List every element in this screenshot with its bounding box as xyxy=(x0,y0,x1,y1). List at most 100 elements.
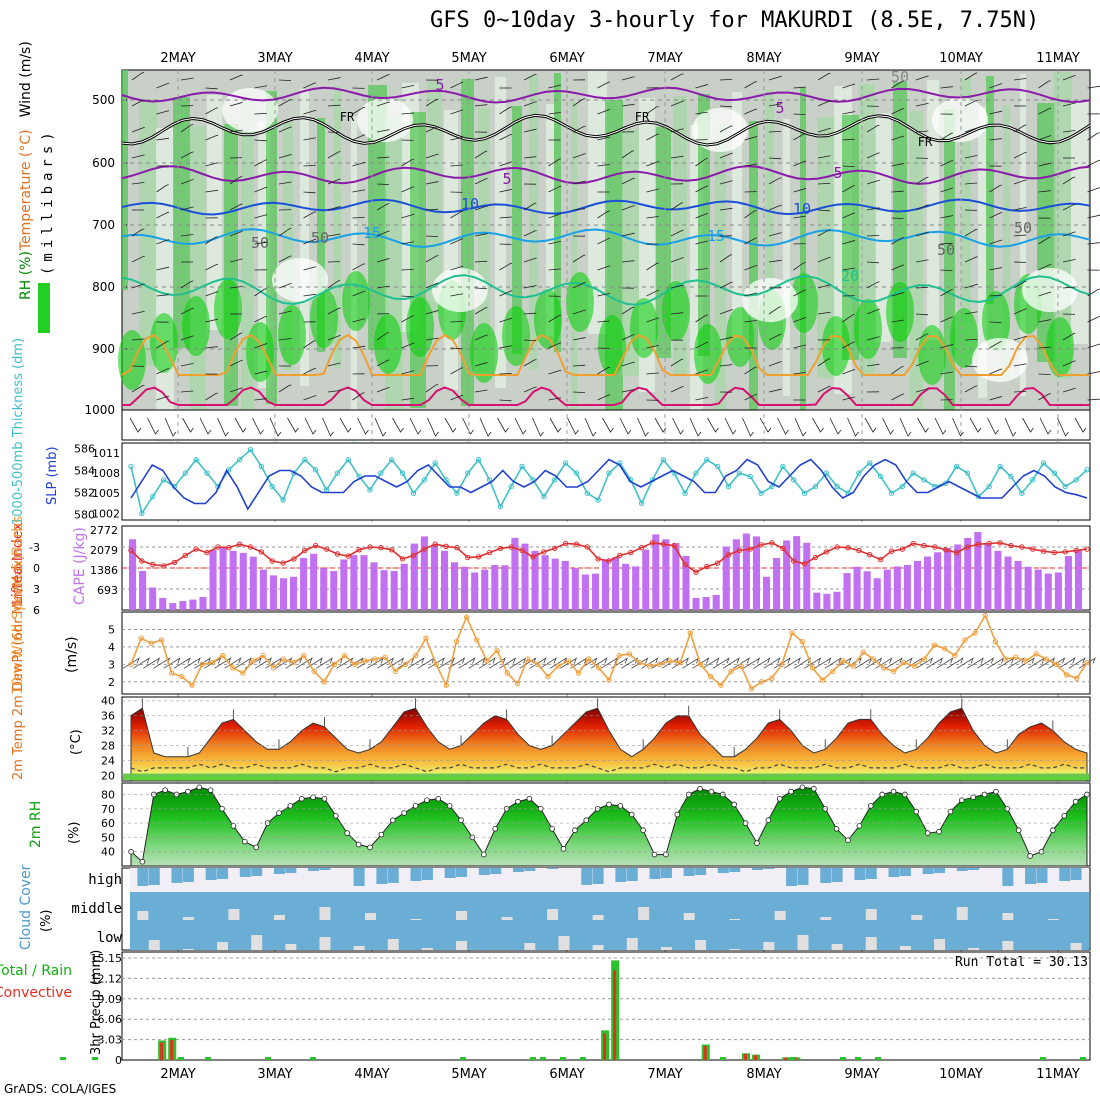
wind-barb xyxy=(695,397,709,401)
rh-band xyxy=(546,104,554,336)
contour-label: 10 xyxy=(461,195,479,213)
wind-barb xyxy=(891,80,904,89)
precip-legend-convective: Convective xyxy=(0,985,72,1001)
li-line-point xyxy=(986,540,992,547)
wind-speed-line-point xyxy=(504,670,510,676)
wind-barb xyxy=(474,205,488,211)
li-ylabel-text: Lifted Index xyxy=(10,523,26,605)
wind-barb xyxy=(401,112,414,115)
wind-barb xyxy=(842,369,856,375)
cape-bar xyxy=(400,563,408,610)
wind-barb xyxy=(205,291,219,297)
wind-barb xyxy=(1013,391,1027,393)
wind-tick: 2 xyxy=(108,676,115,689)
wind-barb xyxy=(450,164,463,167)
cloud-high-band xyxy=(130,868,1089,892)
rh-point xyxy=(424,797,430,803)
li-line-point xyxy=(856,547,862,554)
wind-barb xyxy=(474,260,488,263)
wind-speed-line-point xyxy=(545,673,551,680)
wind-barb xyxy=(842,212,856,219)
wind-barb-10m xyxy=(732,657,751,669)
wind-speed-line xyxy=(130,613,1088,691)
wind-barb xyxy=(817,155,831,159)
wind-barb-10m xyxy=(722,657,740,669)
slp-line-point xyxy=(573,470,580,476)
cape-bar xyxy=(370,562,378,610)
wind-barb xyxy=(376,156,390,159)
slp-line-point xyxy=(1019,490,1025,496)
wind-speed-line-point xyxy=(769,675,775,681)
slp-line-point xyxy=(790,477,797,483)
wind-barb xyxy=(352,263,366,271)
cloud-low-gap xyxy=(353,946,365,950)
cloud-low-gap xyxy=(592,945,604,950)
temp-tick: 20 xyxy=(101,769,115,782)
wind-barb xyxy=(180,280,194,289)
rh-point xyxy=(799,784,806,791)
wind-barb xyxy=(817,127,831,133)
wind-barb xyxy=(719,125,733,133)
cape-tick: 2079 xyxy=(90,544,118,557)
rh-tick: 50 xyxy=(101,831,115,844)
slp-line-point xyxy=(497,503,504,510)
slp-line-point xyxy=(247,446,254,453)
cloud-low-gap xyxy=(831,944,843,950)
run-total: Run Total = 30.13 xyxy=(955,955,1088,970)
wind-speed-line-point xyxy=(555,663,561,669)
precip-trace xyxy=(530,1057,536,1060)
cape-bar xyxy=(954,544,962,610)
slp-line-point xyxy=(443,477,449,483)
wind-speed-line-point xyxy=(423,635,429,641)
wind-barb xyxy=(915,388,929,393)
rh-point xyxy=(640,827,646,834)
wind-barb-10m xyxy=(631,657,649,669)
cloud-low-gap xyxy=(626,938,638,950)
rh-point xyxy=(856,823,863,829)
li-line-point xyxy=(943,547,949,553)
wind-barb xyxy=(131,182,145,185)
slp-line-point xyxy=(606,470,612,476)
slp-tick: 1011 xyxy=(92,447,120,460)
wind-barb-10m xyxy=(743,657,761,669)
rh-point xyxy=(651,851,658,858)
cape-bar xyxy=(149,587,157,610)
wind-barb xyxy=(523,230,537,237)
cloud-high-bar xyxy=(649,868,661,879)
rh-band xyxy=(698,94,710,356)
wind-barb xyxy=(719,207,733,211)
wind-barb xyxy=(327,151,341,159)
li-line-point xyxy=(932,544,938,550)
wind-speed-line-point xyxy=(677,659,683,666)
wind-speed-line-point xyxy=(443,682,449,688)
surface-barb xyxy=(427,417,439,437)
wind-barb xyxy=(278,255,292,263)
rh-band xyxy=(944,109,955,416)
upper-air-ylabel: RH (%)Temperature (°C) Wind (m/s) (milliba… xyxy=(18,41,56,300)
cloud-mid-gap xyxy=(956,907,968,920)
wind-barb xyxy=(670,202,684,211)
wind-barb xyxy=(964,228,978,237)
wind-speed-line-point xyxy=(453,638,460,645)
cloud-mid-gap xyxy=(273,915,285,920)
wind-barb xyxy=(450,394,464,401)
wind-barb xyxy=(572,180,586,185)
wind-barb xyxy=(572,125,586,133)
wind-barb xyxy=(180,151,194,159)
cloud-high-bar xyxy=(831,868,843,882)
wind-barb xyxy=(156,395,170,401)
wind-barb xyxy=(597,366,611,375)
rh-point xyxy=(253,844,259,851)
li-line-point xyxy=(541,549,547,555)
precip-convective-bar xyxy=(703,1046,707,1060)
rh-point xyxy=(458,817,464,824)
wind-barb xyxy=(303,165,316,167)
wind-barb xyxy=(548,185,562,193)
wind-barb xyxy=(768,232,782,237)
li-line-point xyxy=(128,547,134,554)
surface-barb xyxy=(567,417,579,435)
wind-barb xyxy=(327,390,341,393)
wind-barb xyxy=(474,150,488,159)
cloud-low-gap xyxy=(899,946,911,950)
wind-barb xyxy=(401,315,415,323)
